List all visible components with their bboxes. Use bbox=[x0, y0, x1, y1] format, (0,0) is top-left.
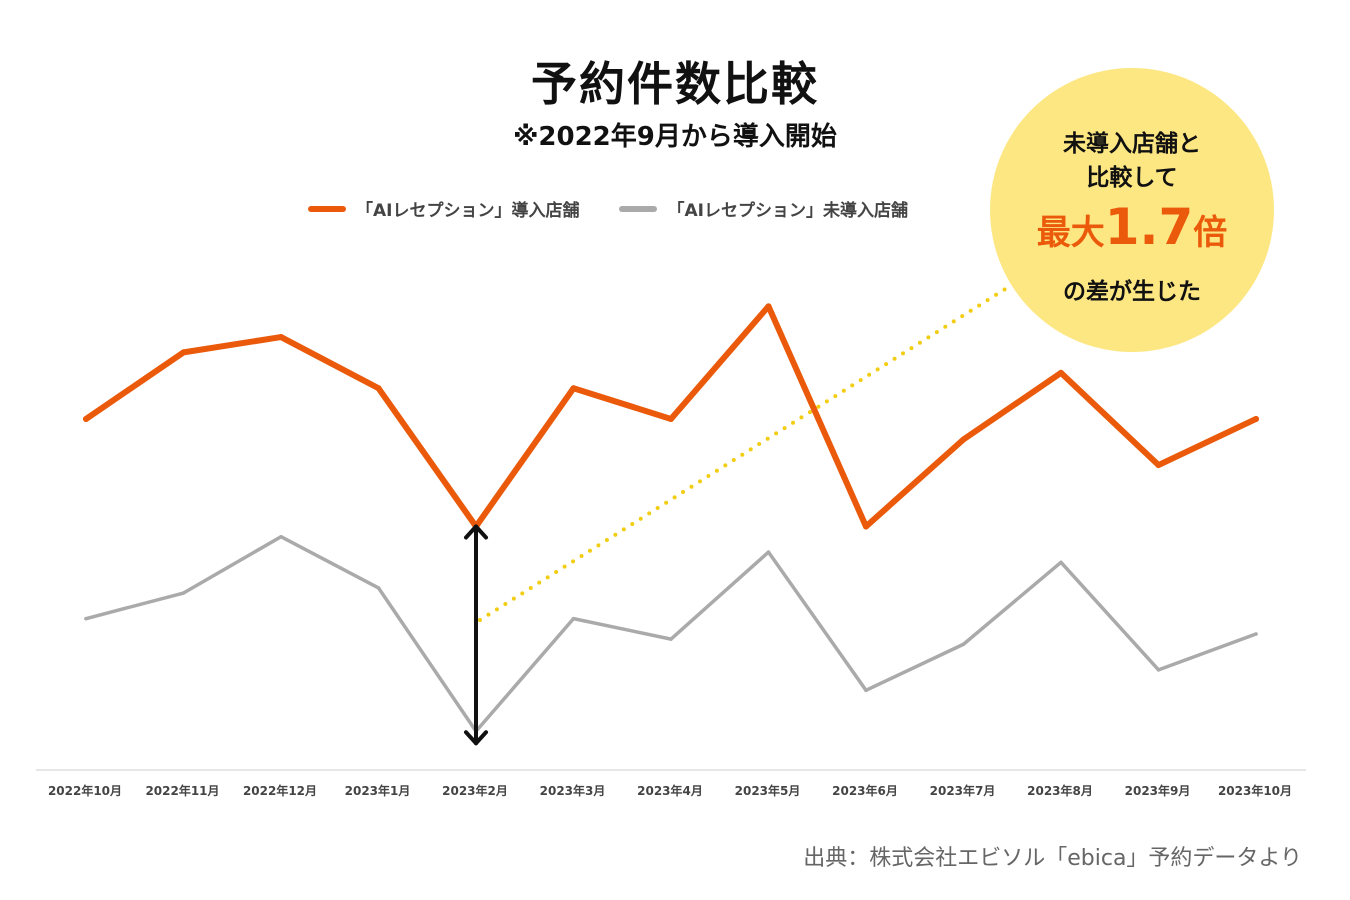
series-point bbox=[864, 688, 868, 693]
series-point bbox=[766, 550, 771, 554]
series-point bbox=[1156, 668, 1161, 672]
x-tick-label: 2023年7月 bbox=[930, 783, 996, 798]
series-point bbox=[1155, 462, 1162, 469]
badge-emphasis: 最大1.7倍 bbox=[990, 198, 1274, 256]
series-point bbox=[570, 385, 577, 392]
x-tick-label: 2023年2月 bbox=[442, 783, 508, 798]
legend-item-not-introduced: 「AIレセプション」未導入店舗 bbox=[619, 196, 908, 221]
legend-label-not-introduced: 「AIレセプション」未導入店舗 bbox=[667, 201, 908, 221]
badge-line-1: 未導入店舗と bbox=[1063, 131, 1201, 157]
badge-emphasis-suffix: 倍 bbox=[1193, 213, 1228, 253]
callout-badge: 未導入店舗と 比較して 最大1.7倍 の差が生じた bbox=[990, 68, 1274, 352]
series-point bbox=[1254, 632, 1258, 636]
x-tick-label: 2023年9月 bbox=[1125, 783, 1191, 798]
x-tick-label: 2023年6月 bbox=[832, 783, 898, 798]
x-tick-label: 2023年5月 bbox=[735, 783, 801, 798]
series-point bbox=[669, 637, 673, 641]
series-point bbox=[571, 616, 576, 621]
series-line-not-introduced bbox=[84, 534, 1258, 734]
badge-line-2: 比較して bbox=[1086, 165, 1178, 191]
series-point bbox=[1253, 415, 1259, 422]
arrow-head-down bbox=[464, 730, 488, 746]
chart-subtitle: ※2022年9月から導入開始 bbox=[513, 122, 837, 152]
series-point bbox=[278, 334, 284, 341]
x-tick-label: 2023年8月 bbox=[1027, 783, 1093, 798]
legend-swatch-not-introduced bbox=[619, 205, 658, 212]
series-point bbox=[180, 349, 187, 356]
legend-label-introduced: 「AIレセプション」導入店舗 bbox=[356, 201, 580, 221]
x-tick-label: 2023年3月 bbox=[540, 783, 606, 798]
series-point bbox=[181, 591, 186, 595]
x-tick-label: 2022年12月 bbox=[243, 783, 317, 798]
arrow-layer bbox=[464, 524, 488, 746]
series-point bbox=[1059, 560, 1063, 565]
series-point bbox=[1058, 369, 1064, 376]
series-point bbox=[84, 616, 88, 621]
x-tick-label: 2023年4月 bbox=[637, 783, 703, 798]
series-point bbox=[83, 415, 89, 422]
legend-swatch-introduced bbox=[308, 205, 346, 212]
badge-emphasis-prefix: 最大 bbox=[1036, 213, 1105, 253]
x-tick-label: 2022年10月 bbox=[48, 783, 122, 798]
x-tick-label: 2023年10月 bbox=[1218, 783, 1292, 798]
series-point bbox=[863, 523, 869, 530]
badge-emphasis-value: 1.7 bbox=[1104, 198, 1194, 256]
series-point bbox=[960, 436, 967, 443]
series-point bbox=[668, 415, 674, 422]
arrow-head-up bbox=[464, 524, 488, 540]
series-layer bbox=[83, 303, 1259, 734]
source-note: 出典：株式会社エビソル「ebica」予約データより bbox=[803, 846, 1302, 871]
series-point bbox=[765, 303, 772, 310]
x-tick-label: 2022年11月 bbox=[145, 783, 219, 798]
series-point bbox=[279, 534, 283, 539]
series-point bbox=[375, 385, 382, 392]
legend-item-introduced: 「AIレセプション」導入店舗 bbox=[308, 196, 579, 221]
badge-line-4: の差が生じた bbox=[1063, 279, 1201, 305]
axis-layer: 2022年10月 2022年11月 2022年12月 2023年1月 2023年2月 20… bbox=[36, 769, 1306, 798]
series-point bbox=[961, 642, 966, 646]
series-point bbox=[376, 586, 381, 590]
legend: 「AIレセプション」導入店舗 「AIレセプション」未導入店舗 bbox=[308, 196, 948, 221]
x-tick-label: 2023年1月 bbox=[345, 783, 411, 798]
chart-title: 予約件数比較 bbox=[531, 57, 819, 111]
